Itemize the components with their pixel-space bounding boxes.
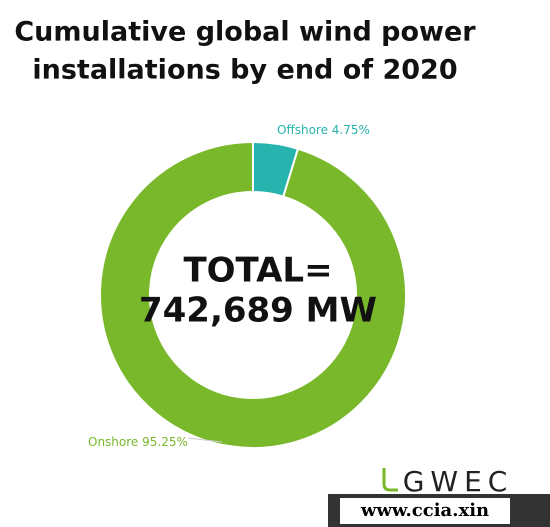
center-text: TOTAL= xyxy=(183,251,332,291)
slice-label: Onshore 95.25% xyxy=(88,435,188,449)
logo: GWEC xyxy=(403,465,514,498)
value-label: 95.25% xyxy=(142,435,188,449)
slice-label: Offshore 4.75% xyxy=(277,123,370,137)
value-label: 4.75% xyxy=(332,123,370,137)
chart-title: Cumulative global wind power xyxy=(14,17,476,48)
donut xyxy=(99,140,407,449)
center-text: 742,689 MW xyxy=(139,291,377,331)
category-name: Offshore xyxy=(277,123,328,137)
watermark: www.ccia.xin xyxy=(360,500,489,521)
category-name: Onshore xyxy=(88,435,138,449)
donut-slice xyxy=(99,140,407,449)
logo-icon xyxy=(382,468,398,492)
leader-line xyxy=(187,437,223,443)
chart-title: installations by end of 2020 xyxy=(32,55,457,86)
watermark-box xyxy=(340,498,510,524)
